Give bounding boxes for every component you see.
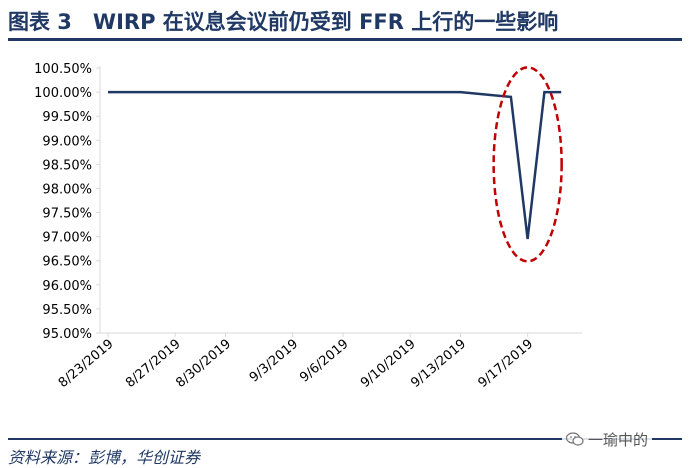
y-tick-label: 99.50% <box>42 110 92 125</box>
y-tick-label: 98.00% <box>42 182 92 197</box>
y-tick-label: 95.50% <box>42 303 92 318</box>
chart-area: 95.00% 95.50% 96.00% 96.50% 97.00% 97.50% 98.0… <box>0 44 689 438</box>
x-tick-label: 9/6/2019 <box>297 337 351 386</box>
x-tick-label: 8/30/2019 <box>173 337 234 391</box>
x-tick-label: 9/3/2019 <box>247 337 301 386</box>
x-tick-label: 8/23/2019 <box>56 337 117 391</box>
y-tick-label: 96.50% <box>42 255 92 270</box>
y-tick-label: 100.50% <box>34 62 92 77</box>
page-title: 图表 3 WIRP 在议息会议前仍受到 FFR 上行的一些影响 <box>8 10 559 34</box>
y-tick-label: 97.00% <box>42 231 92 246</box>
highlight-ellipse <box>492 66 563 263</box>
watermark: 一瑜中的 <box>562 428 653 450</box>
source-rule <box>8 438 682 440</box>
y-tick-label: 99.00% <box>42 134 92 149</box>
x-tick-label: 8/27/2019 <box>123 337 184 391</box>
x-tick-label: 9/17/2019 <box>475 337 536 391</box>
source-note: 资料来源：彭博，华创证券 <box>8 448 201 467</box>
x-tick-label: 9/13/2019 <box>408 337 469 391</box>
title-rule <box>8 38 682 41</box>
title-bar: 图表 3 WIRP 在议息会议前仍受到 FFR 上行的一些影响 <box>0 0 689 44</box>
series-line <box>108 90 562 240</box>
wirp-line-chart: 95.00% 95.50% 96.00% 96.50% 97.00% 97.50% 98.0… <box>34 62 582 391</box>
y-tick-label: 97.50% <box>42 207 92 222</box>
x-tick-label: 9/10/2019 <box>358 337 419 391</box>
y-tick-label: 96.00% <box>42 279 92 294</box>
y-tick-label: 95.00% <box>42 327 92 342</box>
y-tick-label: 100.00% <box>34 86 92 101</box>
wechat-icon <box>566 432 584 446</box>
y-tick-label: 98.50% <box>42 158 92 173</box>
watermark-text: 一瑜中的 <box>588 430 649 449</box>
